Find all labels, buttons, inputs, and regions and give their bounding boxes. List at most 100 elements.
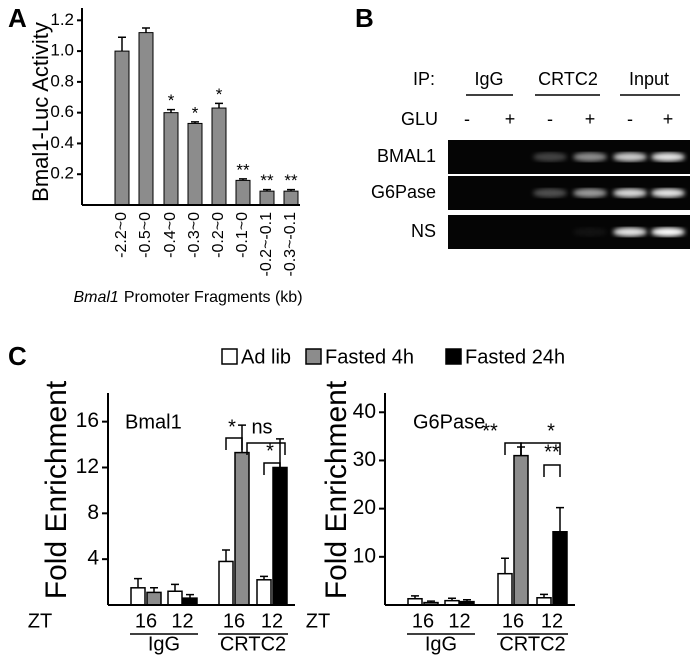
bar bbox=[234, 451, 250, 606]
ip-group: CRTC2 bbox=[538, 69, 598, 89]
y-tick-label: 20 bbox=[353, 496, 376, 519]
error-bar bbox=[142, 27, 150, 33]
legend-swatch bbox=[221, 348, 238, 365]
group-label: CRTC2 bbox=[220, 633, 286, 655]
significance-bracket bbox=[246, 442, 286, 455]
error-bar bbox=[171, 583, 179, 592]
y-axis-label: Fold Enrichment bbox=[40, 380, 73, 599]
error-bar bbox=[191, 121, 199, 124]
x-tick-label: 16 bbox=[412, 610, 434, 632]
error-bar bbox=[427, 600, 435, 603]
significance: ** bbox=[482, 420, 498, 442]
bar bbox=[163, 112, 179, 206]
error-bar bbox=[150, 587, 158, 593]
x-tick-label: 16 bbox=[223, 610, 245, 632]
x-tick-label: 12 bbox=[261, 610, 283, 632]
bar bbox=[187, 122, 203, 206]
significance: * bbox=[228, 416, 236, 438]
significance: ** bbox=[544, 441, 560, 463]
bar bbox=[497, 572, 513, 606]
treatment: + bbox=[663, 109, 674, 129]
x-tick-label: -2.2~0 bbox=[113, 212, 130, 258]
gel-band bbox=[651, 227, 685, 237]
x-axis-label: ZT bbox=[28, 610, 52, 632]
gel-band bbox=[613, 227, 647, 237]
x-tick-label: 16 bbox=[502, 610, 524, 632]
gel-lane bbox=[448, 215, 690, 249]
gel-band bbox=[533, 152, 567, 162]
bar bbox=[114, 50, 130, 206]
error-bar bbox=[411, 595, 419, 599]
x-tick-label: -0.4~0 bbox=[162, 212, 179, 258]
x-tick-label: -0.1~0 bbox=[234, 212, 251, 258]
chart-title: Bmal1 bbox=[125, 411, 182, 433]
bar bbox=[272, 466, 288, 606]
significance: * bbox=[216, 85, 223, 104]
error-bar bbox=[215, 102, 223, 109]
bar bbox=[259, 190, 275, 206]
gel-band bbox=[573, 188, 607, 198]
treatment-label: GLU bbox=[401, 109, 438, 129]
y-axis-label: Fold Enrichment bbox=[320, 380, 353, 599]
x-tick-label: 12 bbox=[171, 610, 193, 632]
gel-band bbox=[573, 227, 607, 237]
panel-label: C bbox=[8, 341, 27, 371]
bar bbox=[536, 597, 552, 606]
y-tick-label: 4 bbox=[87, 547, 99, 570]
significance-bracket bbox=[225, 437, 243, 450]
error-bar bbox=[540, 593, 548, 598]
gel-row-label: BMAL1 bbox=[377, 146, 436, 166]
bar bbox=[211, 107, 227, 206]
error-bar bbox=[287, 188, 295, 192]
significance: ** bbox=[236, 160, 250, 179]
bar bbox=[138, 32, 154, 206]
y-tick-label: 8 bbox=[87, 501, 99, 524]
significance: ns bbox=[251, 416, 272, 438]
gel-row-label: G6Pase bbox=[371, 182, 436, 202]
x-axis-label-italic: Bmal1 bbox=[73, 289, 118, 306]
significance: * bbox=[192, 103, 199, 122]
treatment: - bbox=[464, 109, 470, 129]
gel-band bbox=[651, 152, 685, 162]
panel-label: A bbox=[8, 3, 27, 33]
treatment: + bbox=[505, 109, 516, 129]
error-bar bbox=[463, 598, 471, 602]
gel-lane bbox=[448, 176, 690, 210]
error-bar bbox=[556, 506, 564, 532]
error-bar bbox=[222, 549, 230, 562]
significance-bracket bbox=[263, 462, 281, 475]
bar bbox=[256, 579, 272, 606]
bar bbox=[235, 179, 251, 206]
group-label: IgG bbox=[425, 633, 457, 655]
ip-group: IgG bbox=[474, 69, 503, 89]
legend-label: Fasted 24h bbox=[465, 346, 565, 368]
error-bar bbox=[239, 178, 247, 181]
x-tick-label: 12 bbox=[448, 610, 470, 632]
error-bar bbox=[263, 188, 271, 192]
legend-label: Ad lib bbox=[241, 346, 291, 368]
x-tick-label: -0.5~0 bbox=[137, 212, 154, 258]
y-tick-label: 0.8 bbox=[50, 71, 74, 90]
ip-group: Input bbox=[629, 69, 669, 89]
error-bar bbox=[448, 597, 456, 601]
y-tick-label: 12 bbox=[76, 455, 99, 478]
gel-band bbox=[533, 188, 567, 198]
x-tick-label: -0.2~0 bbox=[210, 212, 227, 258]
y-tick-label: 10 bbox=[353, 544, 376, 567]
error-bar bbox=[501, 557, 509, 574]
group-label: CRTC2 bbox=[499, 633, 565, 655]
bar bbox=[552, 531, 568, 606]
x-tick-label: -0.3~0 bbox=[186, 212, 203, 258]
legend-swatch bbox=[305, 348, 322, 365]
significance: ** bbox=[260, 171, 274, 190]
legend-label: Fasted 4h bbox=[325, 346, 414, 368]
error-bar bbox=[167, 108, 175, 113]
treatment: - bbox=[627, 109, 633, 129]
y-tick-label: 40 bbox=[353, 400, 376, 423]
bar bbox=[146, 591, 162, 606]
y-tick-label: 0.6 bbox=[50, 102, 74, 121]
significance-bracket bbox=[520, 442, 561, 455]
legend-swatch bbox=[445, 348, 462, 365]
